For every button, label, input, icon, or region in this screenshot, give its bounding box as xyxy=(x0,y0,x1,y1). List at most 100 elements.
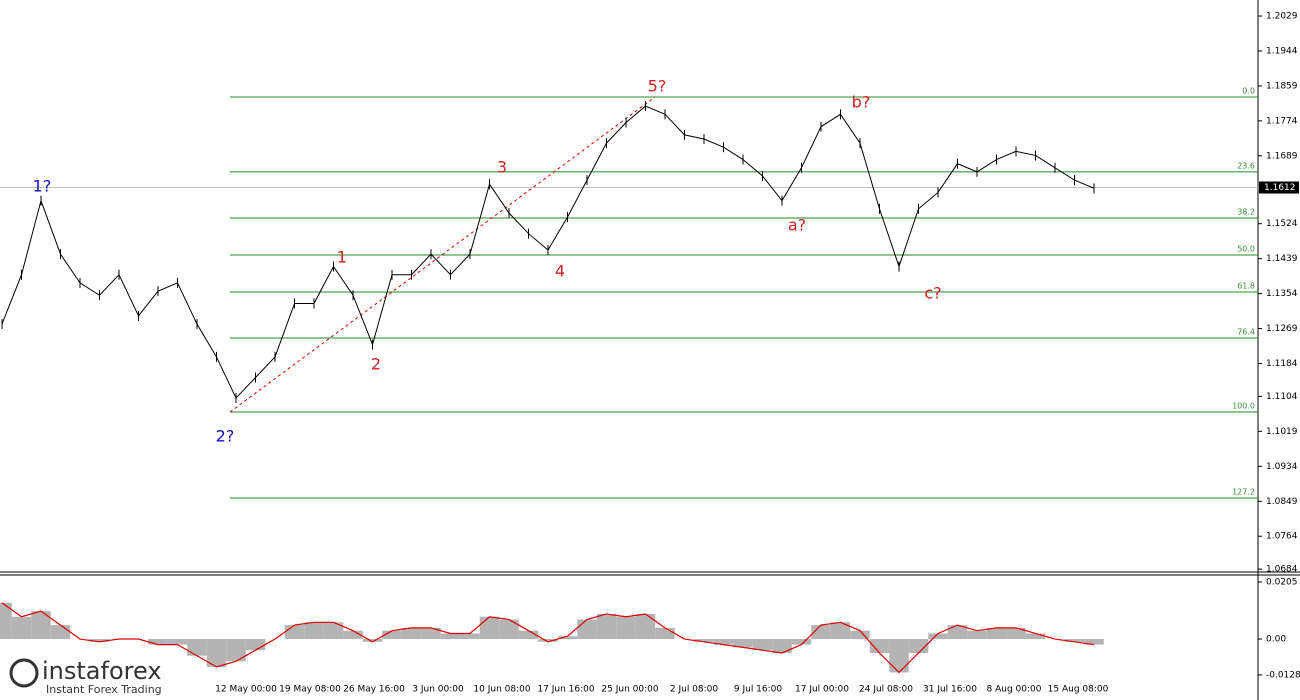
x-tick-label: 31 Jul 16:00 xyxy=(923,685,977,695)
wave-label: 3 xyxy=(497,158,507,177)
y-tick-label: 1.0849 xyxy=(1266,497,1298,507)
x-tick-label: 3 Jun 00:00 xyxy=(412,685,464,695)
y-tick-label: 1.1859 xyxy=(1266,81,1298,91)
osc-bar xyxy=(713,639,734,645)
x-tick-label: 10 Jun 08:00 xyxy=(473,685,530,695)
osc-bar xyxy=(947,625,968,640)
x-tick-label: 12 May 00:00 xyxy=(215,685,277,695)
osc-bar xyxy=(401,627,422,640)
x-tick-label: 2 Jul 08:00 xyxy=(670,685,719,695)
y-tick-label: 1.1944 xyxy=(1266,46,1298,56)
osc-bar xyxy=(986,627,1007,640)
osc-bar xyxy=(89,639,110,642)
fib-label: 23.6 xyxy=(1237,161,1255,170)
osc-bar xyxy=(499,619,519,640)
osc-bar xyxy=(382,630,402,640)
wave-label: 1 xyxy=(337,248,347,267)
x-tick-label: 19 May 08:00 xyxy=(279,685,341,695)
y-tick-label: 1.2029 xyxy=(1266,12,1298,22)
wave-label: 2? xyxy=(216,427,235,446)
osc-bar xyxy=(460,633,480,640)
osc-bar xyxy=(596,613,617,640)
osc-bar xyxy=(908,639,929,653)
osc-bar xyxy=(343,630,363,640)
osc-bar xyxy=(772,639,792,653)
wave-label: c? xyxy=(924,284,941,303)
last-price-label: 1.1612 xyxy=(1264,183,1296,193)
osc-bar xyxy=(557,636,578,640)
x-tick-label: 15 Aug 08:00 xyxy=(1048,685,1109,695)
osc-bar xyxy=(850,630,870,640)
osc-bar xyxy=(655,627,675,640)
osc-bar xyxy=(830,622,851,640)
osc-bar xyxy=(752,639,773,651)
x-tick-label: 17 Jul 00:00 xyxy=(795,685,849,695)
y-tick-label: 0.00 xyxy=(1266,635,1286,645)
osc-bar xyxy=(616,616,636,640)
osc-bar xyxy=(226,639,246,662)
wave-label: 2 xyxy=(371,355,381,374)
osc-bar xyxy=(1064,639,1085,642)
wave-label: b? xyxy=(852,93,871,112)
y-tick-label: 1.1354 xyxy=(1266,289,1298,299)
osc-bar xyxy=(518,630,539,640)
osc-bar xyxy=(635,613,656,640)
y-tick-label: 1.1269 xyxy=(1266,324,1298,334)
fib-label: 61.8 xyxy=(1237,281,1255,290)
wave-label: 4 xyxy=(555,262,565,281)
osc-bar xyxy=(694,639,714,642)
fib-label: 127.2 xyxy=(1232,487,1255,496)
osc-bar xyxy=(304,622,324,640)
y-tick-label: 1.0684 xyxy=(1266,565,1298,575)
watermark: instaforex Instant Forex Trading xyxy=(4,655,180,697)
x-tick-label: 24 Jul 08:00 xyxy=(859,685,913,695)
osc-bar xyxy=(967,630,987,640)
osc-bar xyxy=(889,639,909,673)
fib-label: 50.0 xyxy=(1237,244,1255,253)
fib-label: 76.4 xyxy=(1237,328,1255,337)
osc-bar xyxy=(538,639,558,642)
y-tick-label: 1.1524 xyxy=(1266,219,1298,229)
osc-bar xyxy=(1025,633,1046,640)
wave-label: 1? xyxy=(33,177,52,196)
last-price-box xyxy=(1259,181,1299,194)
osc-bar xyxy=(187,639,207,656)
y-tick-label: 1.1439 xyxy=(1266,254,1298,264)
osc-bar xyxy=(50,625,71,640)
logo-icon xyxy=(9,658,39,688)
y-tick-label: 1.1019 xyxy=(1266,427,1298,437)
osc-bar xyxy=(811,625,831,640)
fib-label: 100.0 xyxy=(1232,402,1255,411)
y-tick-label: 1.1689 xyxy=(1266,151,1298,161)
osc-bar xyxy=(0,602,12,640)
y-tick-label: 1.1104 xyxy=(1266,392,1298,402)
x-tick-label: 9 Jul 16:00 xyxy=(734,685,783,695)
y-tick-label: 1.0934 xyxy=(1266,462,1298,472)
osc-bar xyxy=(11,616,32,640)
osc-bar xyxy=(791,639,812,645)
osc-bar xyxy=(323,622,344,640)
y-tick-label: 0.0205 xyxy=(1266,577,1298,587)
y-tick-label: 1.1774 xyxy=(1266,116,1298,126)
wave-label: a? xyxy=(788,216,806,235)
osc-bar xyxy=(733,639,753,648)
osc-bar xyxy=(284,625,305,640)
x-tick-label: 8 Aug 00:00 xyxy=(987,685,1042,695)
fib-label: 0.0 xyxy=(1242,87,1255,96)
y-tick-label: 1.1184 xyxy=(1266,359,1298,369)
osc-bar xyxy=(440,633,461,640)
fib-label: 38.2 xyxy=(1237,207,1255,216)
osc-bar xyxy=(928,633,948,640)
osc-bar xyxy=(577,619,597,640)
x-tick-label: 25 Jun 00:00 xyxy=(601,685,658,695)
brand: instaforex xyxy=(42,657,162,685)
osc-bar xyxy=(31,611,51,640)
tagline: Instant Forex Trading xyxy=(46,683,162,696)
x-tick-label: 17 Jun 16:00 xyxy=(537,685,594,695)
y-tick-label: -0.01289 xyxy=(1266,670,1300,680)
osc-bar xyxy=(1084,639,1104,645)
osc-bar xyxy=(206,639,227,667)
